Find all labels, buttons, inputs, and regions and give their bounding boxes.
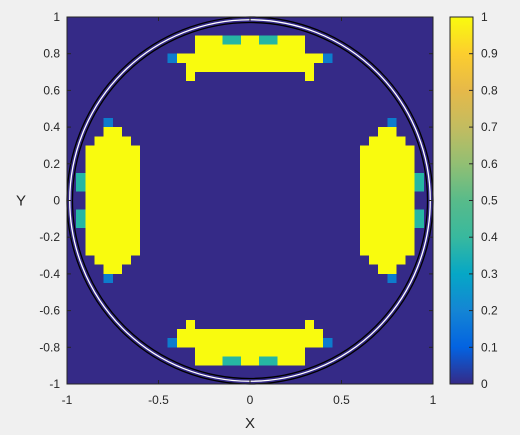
y-axis-label: Y [16,193,26,210]
colorbar-tick-label: 0.1 [481,340,498,354]
heatmap-edge-cell [167,338,177,348]
y-tick-label: 1 [53,10,60,24]
y-tick-label: 0.4 [43,120,60,134]
heatmap-block-top [304,72,315,82]
heatmap-edge-cell [222,35,241,45]
heatmap-block-left [94,136,132,265]
heatmap-edge-cell [76,172,86,192]
heatmap-edge-cell [323,338,333,348]
heatmap-block-left [131,145,141,256]
heatmap-edge-cell [414,209,424,229]
heatmap-block-right [368,136,406,265]
colorbar-tick-label: 0.6 [481,157,498,171]
heatmap-block-bottom [185,319,196,329]
boundary-circle [71,21,429,380]
colorbar-ticks: 0 0.1 0.2 0.3 0.4 0.5 0.6 0.7 0.8 0.9 1 [469,10,498,391]
heatmap-edge-cell [387,117,397,128]
x-axis-label: X [245,415,255,432]
x-tick-label: -0.5 [148,393,169,407]
heatmap-edge-cell [323,53,333,63]
colorbar-tick-label: 1 [481,10,488,24]
heatmap-block-bottom [304,319,315,329]
heatmap-block-left [103,127,122,137]
heatmap-block-right [378,264,397,274]
heatmap-block-right [405,145,415,256]
heatmap-block-top [195,35,305,54]
heatmap-edge-cell [414,172,424,192]
x-tick-label: 0.5 [333,393,350,407]
colorbar-tick-label: 0.7 [481,120,498,134]
heatmap-block-bottom [195,347,305,366]
colorbar-tick-label: 0.9 [481,47,498,61]
colorbar-tick-label: 0 [481,377,488,391]
heatmap-block-right [378,127,397,137]
heatmap-block-left [85,145,95,256]
y-tick-label: -0.6 [39,304,60,318]
y-tick-label: -0.8 [39,340,60,354]
colorbar-tick-label: 0.2 [481,304,498,318]
y-tick-label: 0 [53,194,60,208]
heatmap-edge-cell [167,53,177,63]
heatmap-edge-cell [76,209,86,229]
colorbar-tick-label: 0.5 [481,194,498,208]
y-tick-label: -0.4 [39,267,60,281]
y-tick-label: 0.8 [43,47,60,61]
colorbar-tick-label: 0.3 [481,267,498,281]
y-tick-label: 0.2 [43,157,60,171]
x-tick-label: 1 [430,393,437,407]
heatmap-block-top [185,72,196,82]
y-tick-label: 0.6 [43,83,60,97]
x-axis-ticks: -1 -0.5 0 0.5 1 [62,17,437,407]
heatmap-block-left [103,264,122,274]
colorbar-tick-label: 0.4 [481,230,498,244]
heatmap-edge-cell [259,356,278,366]
heatmap-edge-cell [103,273,113,284]
heatmap-block-bottom [176,328,324,348]
heatmap-edge-cell [103,117,113,128]
heatmap-cells [76,35,424,366]
x-tick-label: 0 [247,393,254,407]
y-tick-label: -1 [49,377,60,391]
plot-area [66,16,434,385]
heatmap-edge-cell [222,356,241,366]
colorbar-tick-label: 0.8 [481,83,498,97]
x-tick-label: -1 [62,393,73,407]
heatmap-block-top [176,53,324,63]
heatmap-edge-cell [259,35,278,45]
y-tick-label: -0.2 [39,230,60,244]
heatmap-block-right [359,145,369,256]
y-axis-ticks: -1 -0.8 -0.6 -0.4 -0.2 0 0.2 0.4 0.6 0.8 1 [39,10,433,391]
heatmap-edge-cell [387,273,397,284]
colorbar: 0 0.1 0.2 0.3 0.4 0.5 0.6 0.7 0.8 0.9 1 [449,10,498,391]
